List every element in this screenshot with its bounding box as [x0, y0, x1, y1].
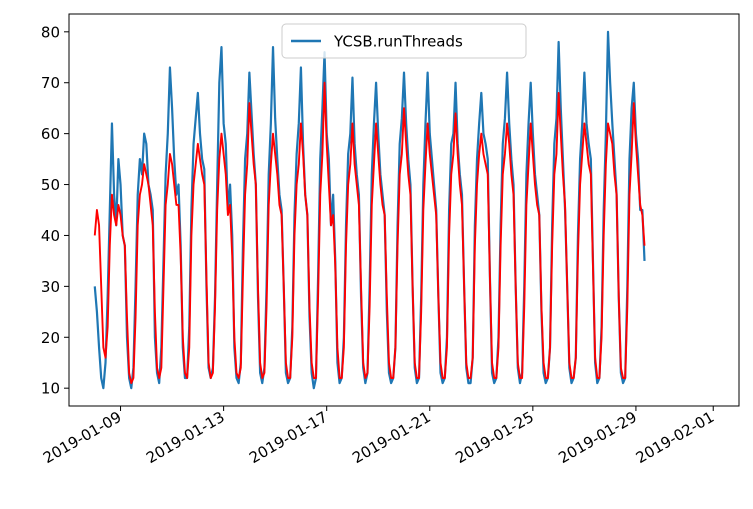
x-axis: 2019-01-09 2019-01-13 2019-01-17 2019-01-21… [40, 406, 717, 467]
x-tick-label: 2019-01-29 [555, 408, 640, 467]
x-tick-label: 2019-01-09 [40, 408, 125, 467]
y-tick-label: 10 [41, 380, 60, 398]
series-layer [93, 30, 646, 390]
x-tick-label: 2019-02-01 [633, 408, 718, 467]
plot-frame [68, 13, 740, 407]
y-tick-label: 50 [41, 176, 60, 194]
x-tick-label: 2019-01-25 [452, 408, 537, 467]
y-tick-label: 20 [41, 329, 60, 347]
series-line-1 [93, 81, 646, 385]
x-tick-label: 2019-01-21 [349, 408, 434, 467]
legend-box [281, 23, 527, 59]
x-tick-label: 2019-01-13 [143, 408, 228, 467]
y-tick-label: 80 [41, 23, 60, 41]
legend-label: YCSB.runThreads [333, 33, 463, 51]
y-tick-label: 60 [41, 125, 60, 143]
y-axis: 10 20 30 40 50 60 70 80 [41, 23, 69, 398]
y-tick-label: 70 [41, 74, 60, 92]
x-tick-label: 2019-01-17 [246, 408, 331, 467]
y-tick-label: 40 [41, 227, 60, 245]
legend: YCSB.runThreads [281, 23, 527, 59]
y-tick-label: 30 [41, 278, 60, 296]
